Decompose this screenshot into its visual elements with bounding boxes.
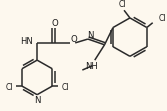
Text: N: N — [34, 96, 40, 105]
Text: Cl: Cl — [118, 0, 126, 9]
Text: Cl: Cl — [6, 82, 13, 91]
Text: NH: NH — [86, 62, 98, 71]
Text: HN: HN — [21, 37, 33, 46]
Text: O: O — [51, 19, 58, 28]
Text: O: O — [71, 35, 78, 44]
Text: Cl: Cl — [61, 82, 69, 91]
Text: N: N — [88, 31, 94, 40]
Text: Cl: Cl — [158, 14, 166, 23]
